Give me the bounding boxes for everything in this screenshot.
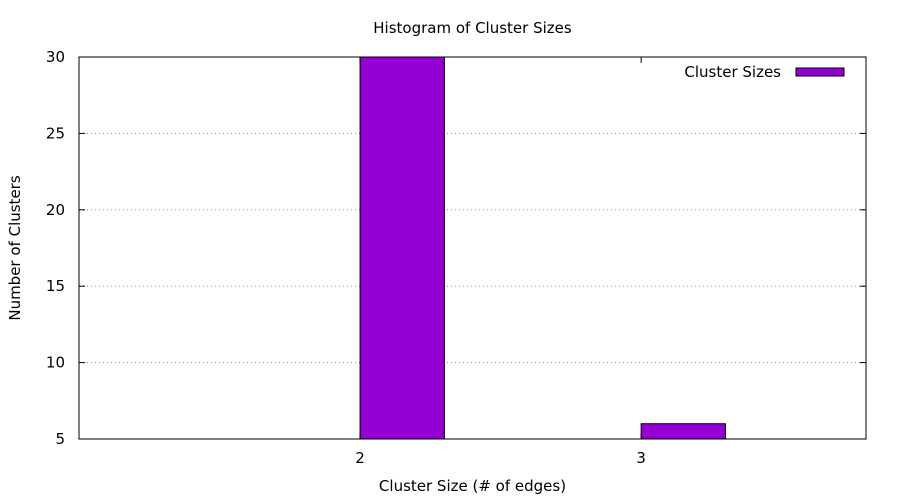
y-tick-label: 30 [46, 48, 65, 66]
legend-label: Cluster Sizes [684, 63, 781, 81]
bar-2 [359, 56, 445, 440]
legend-swatch [795, 67, 845, 77]
legend: Cluster Sizes [684, 63, 845, 81]
x-tick-label: 3 [636, 449, 646, 467]
bars [359, 56, 726, 440]
chart-title: Histogram of Cluster Sizes [373, 19, 572, 37]
x-tick-label: 2 [355, 449, 365, 467]
bar-3 [640, 423, 726, 440]
y-tick-label: 15 [46, 277, 65, 295]
y-tick-label: 20 [46, 201, 65, 219]
y-tick-label: 5 [55, 430, 65, 448]
plot-frame [78, 56, 867, 440]
y-tick-label: 10 [46, 354, 65, 372]
x-axis-label: Cluster Size (# of edges) [379, 477, 566, 495]
ticks: 5 10 15 20 25 30 2 3 [46, 48, 866, 467]
grid-lines [79, 132, 866, 364]
y-axis-label: Number of Clusters [6, 175, 24, 320]
y-tick-label: 25 [46, 124, 65, 142]
